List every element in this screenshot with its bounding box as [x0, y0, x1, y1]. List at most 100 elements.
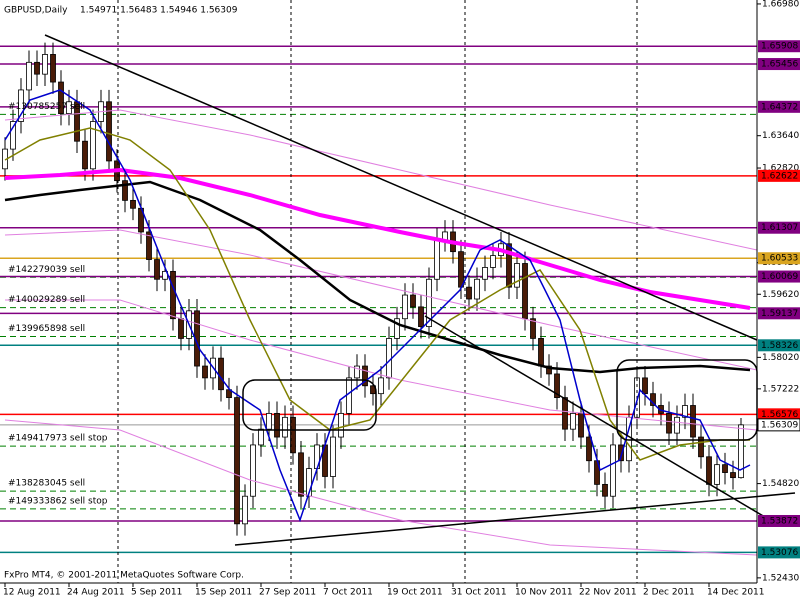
- candle-body: [474, 278, 480, 300]
- order-label: #130785257 sell: [8, 102, 85, 112]
- candle-body: [738, 424, 744, 479]
- x-tick-label: 24 Aug 2011: [67, 588, 125, 598]
- current-price-box: [757, 418, 800, 432]
- order-label: #139965898 sell: [8, 324, 85, 334]
- candle-body: [354, 365, 360, 379]
- candle-body: [154, 259, 160, 280]
- candle-body: [130, 199, 136, 209]
- candle-body: [690, 405, 696, 438]
- level-label: 1.59137: [761, 309, 798, 319]
- candle-body: [682, 405, 688, 418]
- candle-body: [258, 428, 264, 446]
- y-tick-label: 1.63640: [762, 131, 799, 141]
- candle-body: [402, 294, 408, 320]
- candle-body: [642, 377, 648, 395]
- moving-average: [4, 180, 751, 374]
- level-box: [758, 514, 800, 527]
- level-box: [758, 252, 800, 265]
- candle-body: [618, 444, 624, 462]
- candle-body: [34, 61, 40, 75]
- candle-body: [378, 377, 384, 395]
- candle-body: [610, 444, 616, 497]
- candle-body: [506, 243, 512, 288]
- x-tick-label: 12 Aug 2011: [3, 588, 61, 598]
- candle-body: [490, 255, 496, 268]
- y-tick-label: 1.59620: [762, 290, 799, 300]
- candle-body: [282, 416, 288, 438]
- candle-body: [330, 436, 336, 477]
- candle-body: [146, 231, 152, 260]
- trendline: [424, 315, 771, 521]
- y-tick-label: 1.52430: [762, 573, 799, 583]
- level-label: 1.60069: [761, 272, 798, 282]
- candle-body: [266, 412, 272, 430]
- candle-body: [10, 121, 16, 150]
- order-label: #138283045 sell: [8, 479, 85, 489]
- envelope-line: [4, 229, 758, 371]
- candle-body: [458, 251, 464, 288]
- y-tick-label: 1.62820: [762, 164, 799, 174]
- level-box: [758, 408, 800, 421]
- candle-body: [290, 416, 296, 454]
- order-label: #149417973 sell stop: [8, 434, 108, 444]
- x-tick-label: 31 Oct 2011: [451, 588, 507, 598]
- candle-body: [66, 101, 72, 115]
- level-label: 1.56576: [761, 410, 798, 420]
- level-box: [758, 100, 800, 113]
- candle-body: [666, 412, 672, 434]
- y-tick-label: 1.57222: [762, 384, 799, 394]
- x-tick-label: 2 Dec 2011: [643, 588, 695, 598]
- order-label: #140029289 sell: [8, 295, 85, 305]
- candle-body: [26, 61, 32, 91]
- candle-body: [530, 318, 536, 339]
- candle-body: [298, 452, 304, 497]
- x-tick-label: 10 Nov 2011: [515, 588, 573, 598]
- candle-body: [338, 412, 344, 438]
- month-separators: [117, 0, 638, 583]
- level-label: 1.62622: [761, 171, 798, 181]
- candle-body: [570, 412, 576, 430]
- order-label: #142279039 sell: [8, 265, 85, 275]
- candle-body: [50, 54, 56, 83]
- trendline: [234, 492, 796, 546]
- candle-body: [482, 267, 488, 280]
- x-tick-label: 22 Nov 2011: [579, 588, 637, 598]
- candle-body: [514, 263, 520, 288]
- level-box: [758, 169, 800, 182]
- candle-body: [434, 239, 440, 280]
- candle-body: [466, 286, 472, 300]
- candle-body: [250, 444, 256, 497]
- level-box: [758, 307, 800, 320]
- current-price-label: 1.56309: [761, 420, 798, 430]
- candle-body: [90, 121, 96, 170]
- level-label: 1.58326: [761, 341, 798, 351]
- candle-body: [578, 412, 584, 438]
- candle-body: [722, 464, 728, 473]
- candle-body: [538, 338, 544, 367]
- overlay: 1.669801.636401.628201.604201.596201.580…: [3, 0, 800, 598]
- x-tick-label: 27 Sep 2011: [259, 588, 316, 598]
- candle-body: [170, 270, 176, 320]
- level-label: 1.65908: [761, 42, 798, 52]
- candle-body: [522, 263, 528, 320]
- envelope-line: [4, 109, 758, 251]
- x-tick-label: 14 Dec 2011: [707, 588, 765, 598]
- moving-average: [4, 127, 750, 461]
- level-label: 1.53872: [761, 516, 798, 526]
- candle-body: [386, 338, 392, 379]
- candle-body: [730, 472, 736, 479]
- level-box: [758, 339, 800, 352]
- candle-body: [418, 306, 424, 328]
- y-tick-label: 1.54820: [762, 479, 799, 489]
- candle-body: [674, 416, 680, 434]
- candle-body: [362, 365, 368, 387]
- header-values: 1.54971 1.56483 1.54946 1.56309: [80, 6, 238, 16]
- candle-body: [122, 180, 128, 201]
- chart-title: GBPUSD,Daily: [4, 6, 68, 16]
- highlight-box: [242, 379, 377, 431]
- candle-body: [106, 101, 112, 162]
- moving-average: [4, 89, 751, 523]
- level-box: [758, 40, 800, 53]
- envelopes: [4, 109, 758, 556]
